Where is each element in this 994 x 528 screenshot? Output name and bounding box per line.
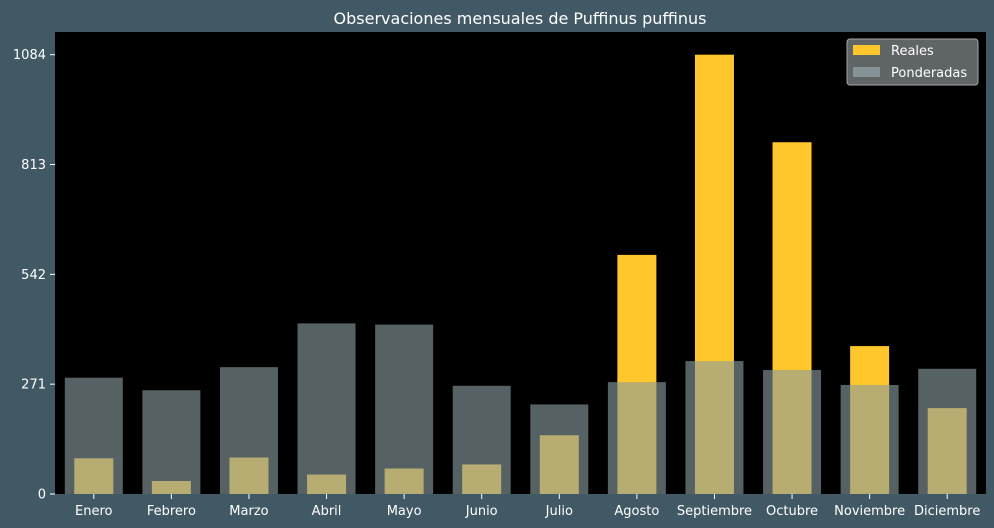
bar-ponderadas-agosto <box>607 382 666 494</box>
x-tick-label: Mayo <box>387 504 422 519</box>
bar-ponderadas-enero <box>64 377 123 494</box>
x-tick-label: Agosto <box>614 504 659 519</box>
x-tick-label: Septiembre <box>677 504 752 519</box>
x-tick-label: Marzo <box>229 504 268 519</box>
bar-ponderadas-marzo <box>219 367 278 494</box>
bar-ponderadas-febrero <box>142 390 201 494</box>
bar-ponderadas-septiembre <box>685 361 744 494</box>
bar-ponderadas-diciembre <box>918 368 977 494</box>
y-tick-label: 542 <box>21 268 46 283</box>
legend: Reales Ponderadas <box>846 38 979 86</box>
bar-ponderadas-octubre <box>763 369 822 494</box>
legend-label-reales: Reales <box>891 44 934 59</box>
x-axis: Enero Febrero Marzo Abril Mayo Junio Julio Agos… <box>75 494 980 519</box>
bar-ponderadas-julio <box>530 404 589 494</box>
bar-ponderadas-mayo <box>375 324 434 494</box>
legend-swatch-reales <box>853 45 880 55</box>
y-tick-label: 813 <box>21 158 46 173</box>
x-tick-label: Julio <box>545 504 573 519</box>
series-ponderadas <box>64 323 977 494</box>
chart-title: Observaciones mensuales de Puffinus puff… <box>334 9 707 28</box>
legend-label-ponderadas: Ponderadas <box>891 66 967 81</box>
legend-swatch-ponderadas <box>853 67 880 77</box>
x-tick-label: Octubre <box>766 504 818 519</box>
x-tick-label: Junio <box>465 504 498 519</box>
y-axis: 0 271 542 813 1084 <box>13 48 55 503</box>
y-tick-label: 0 <box>38 488 46 503</box>
x-tick-label: Diciembre <box>914 504 980 519</box>
x-tick-label: Abril <box>312 504 342 519</box>
bar-ponderadas-noviembre <box>840 384 899 494</box>
bar-ponderadas-junio <box>452 385 511 494</box>
y-tick-label: 1084 <box>13 48 46 63</box>
bar-ponderadas-abril <box>297 323 356 494</box>
x-tick-label: Enero <box>75 504 113 519</box>
x-tick-label: Febrero <box>147 504 196 519</box>
plot-area <box>55 32 986 494</box>
y-tick-label: 271 <box>21 378 46 393</box>
x-tick-label: Noviembre <box>834 504 905 519</box>
